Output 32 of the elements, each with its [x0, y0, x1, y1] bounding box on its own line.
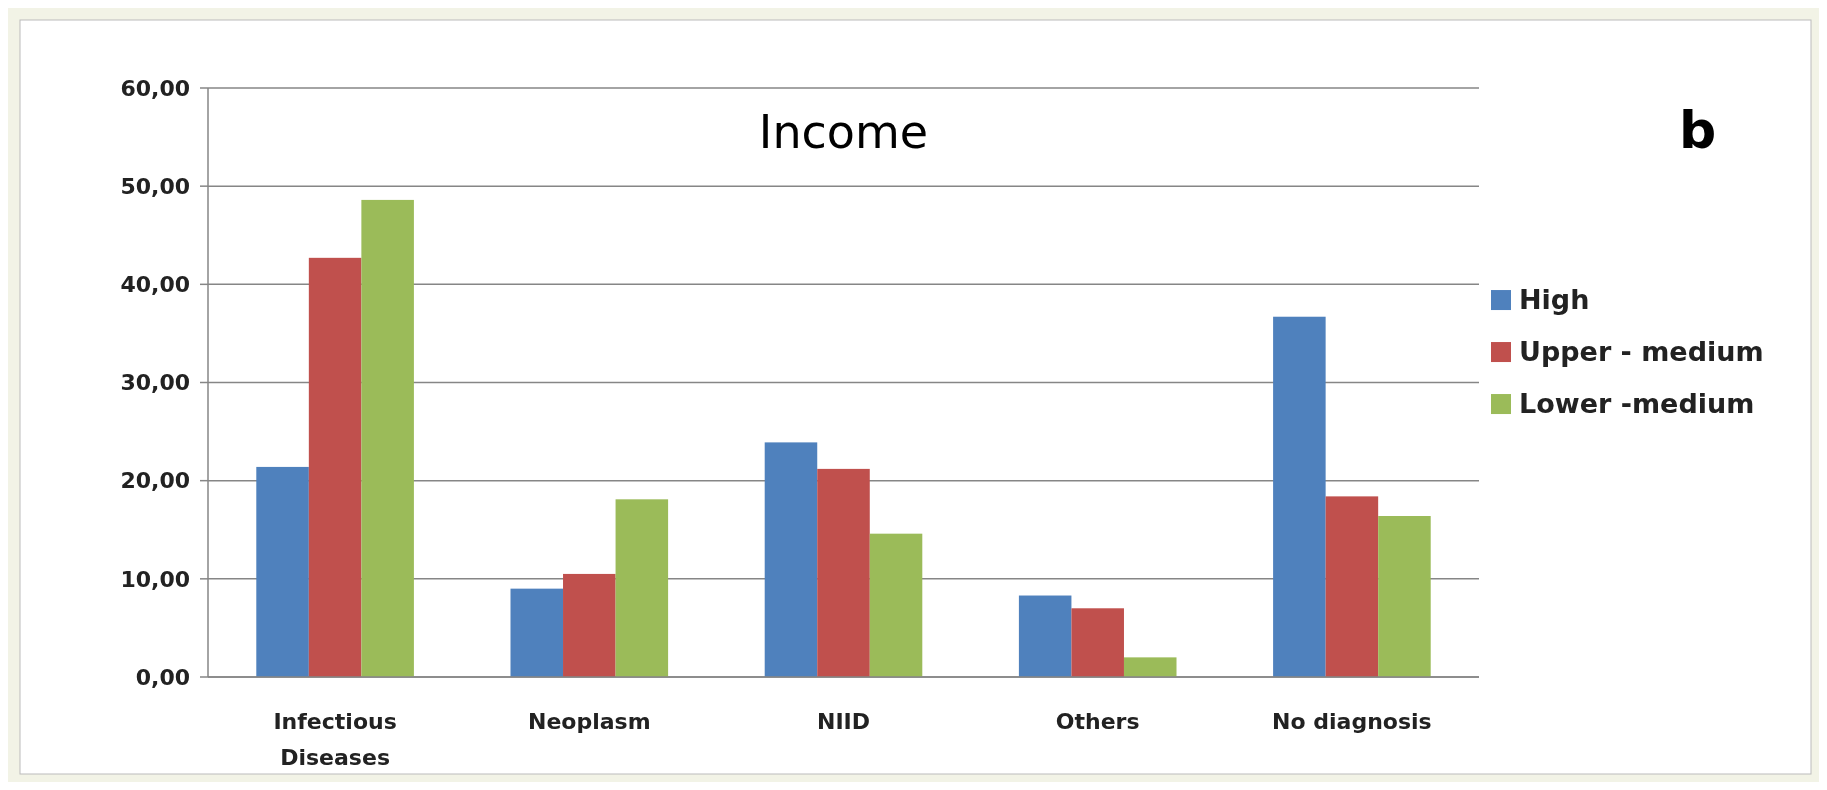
legend-label: Upper - medium [1519, 336, 1764, 368]
legend-label: High [1519, 284, 1590, 316]
bar [1273, 316, 1326, 677]
y-tick-label: 50,00 [120, 173, 190, 199]
x-tick-label: Others [1055, 709, 1140, 734]
y-tick-label: 20,00 [120, 468, 190, 494]
x-tick-label: No diagnosis [1272, 709, 1432, 734]
bar [256, 466, 309, 677]
y-tick-label: 30,00 [120, 370, 190, 396]
legend-label: Lower -medium [1519, 388, 1755, 420]
bar [1018, 595, 1072, 677]
bar [869, 533, 923, 677]
y-tick-label: 10,00 [120, 566, 190, 592]
bar [510, 588, 564, 677]
y-tick-label: 0,00 [135, 664, 190, 690]
bar [1325, 496, 1379, 677]
text: b [1679, 100, 1717, 160]
x-tick-label: NIID [816, 709, 871, 734]
bar [563, 573, 616, 677]
chart-title: Income [758, 105, 929, 159]
x-tick-label: Neoplasm [528, 709, 651, 734]
bar [308, 257, 362, 677]
bar [764, 442, 818, 677]
bar [1378, 516, 1431, 677]
bar [817, 468, 870, 677]
bar [1071, 608, 1124, 677]
y-tick-label: 60,00 [120, 75, 190, 101]
x-tick-label: Infectious Diseases [273, 709, 397, 770]
y-tick-label: 40,00 [120, 272, 190, 298]
bar [1123, 657, 1177, 677]
bar [615, 499, 669, 677]
bar [361, 199, 414, 677]
